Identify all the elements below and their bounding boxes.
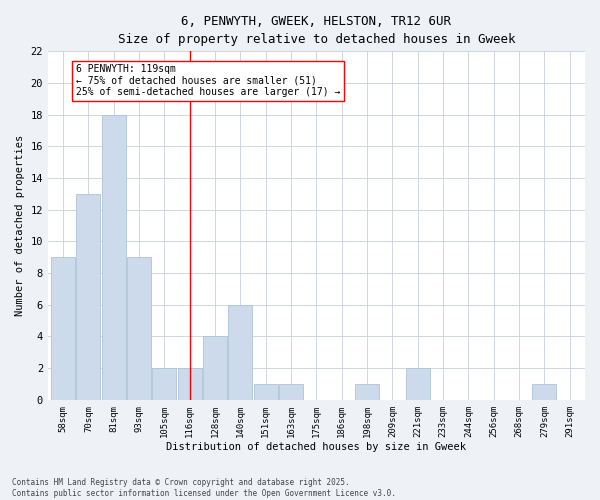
Bar [203, 336, 227, 400]
Bar [355, 384, 379, 400]
Bar [76, 194, 100, 400]
Bar [152, 368, 176, 400]
Bar [532, 384, 556, 400]
Bar [406, 368, 430, 400]
Text: 6 PENWYTH: 119sqm
← 75% of detached houses are smaller (51)
25% of semi-detached: 6 PENWYTH: 119sqm ← 75% of detached hous… [76, 64, 340, 97]
Text: Contains HM Land Registry data © Crown copyright and database right 2025.
Contai: Contains HM Land Registry data © Crown c… [12, 478, 396, 498]
X-axis label: Distribution of detached houses by size in Gweek: Distribution of detached houses by size … [166, 442, 466, 452]
Bar [102, 114, 126, 400]
Bar [51, 258, 75, 400]
Bar [279, 384, 303, 400]
Y-axis label: Number of detached properties: Number of detached properties [15, 135, 25, 316]
Bar [178, 368, 202, 400]
Bar [229, 305, 253, 400]
Bar [127, 258, 151, 400]
Bar [254, 384, 278, 400]
Title: 6, PENWYTH, GWEEK, HELSTON, TR12 6UR
Size of property relative to detached house: 6, PENWYTH, GWEEK, HELSTON, TR12 6UR Siz… [118, 15, 515, 46]
